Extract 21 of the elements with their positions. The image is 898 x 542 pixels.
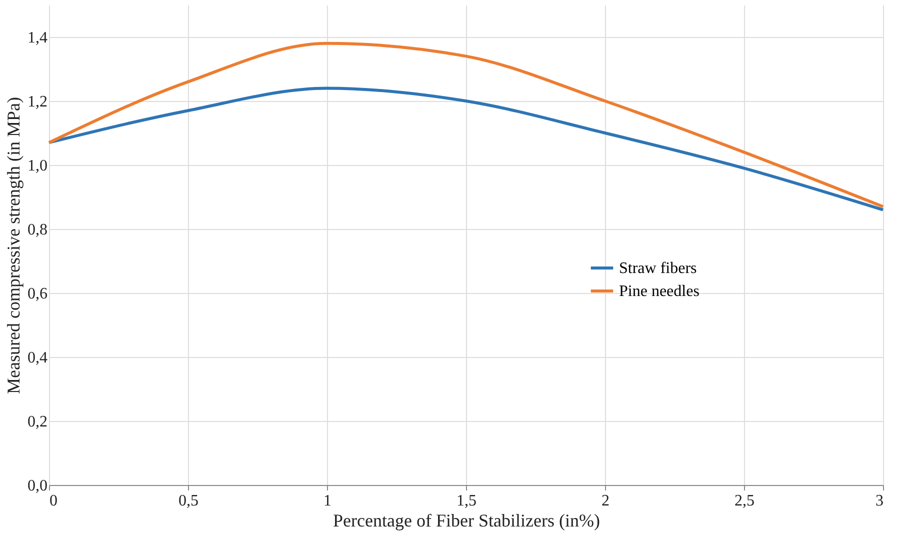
legend-label: Pine needles xyxy=(619,283,700,300)
y-tick-label: 0,8 xyxy=(28,222,48,238)
legend-label: Straw fibers xyxy=(619,260,697,277)
x-tick-label: 0 xyxy=(50,492,58,510)
y-tick-label: 1,4 xyxy=(28,30,48,46)
y-axis-title: Measured compressive strength (in MPa) xyxy=(4,97,24,394)
line-series xyxy=(48,86,884,212)
x-tick-label: 2 xyxy=(602,492,610,510)
x-tick-label: 1 xyxy=(324,492,332,510)
y-tick-label: 1,0 xyxy=(28,158,48,174)
y-tick-label: 1,2 xyxy=(28,94,48,110)
x-tick-label: 1,5 xyxy=(456,492,476,510)
y-tick-label: 0,4 xyxy=(28,350,48,366)
x-tick-label: 2,5 xyxy=(734,492,754,510)
x-tick-label: 0,5 xyxy=(178,492,198,510)
y-tick-label: 0,2 xyxy=(28,414,48,430)
line-series xyxy=(48,42,884,208)
x-tick-label: 3 xyxy=(876,492,884,510)
y-tick-label: 0,6 xyxy=(28,286,48,302)
x-axis-title: Percentage of Fiber Stabilizers (in%) xyxy=(333,510,600,530)
y-tick-label: 0,0 xyxy=(28,478,48,494)
